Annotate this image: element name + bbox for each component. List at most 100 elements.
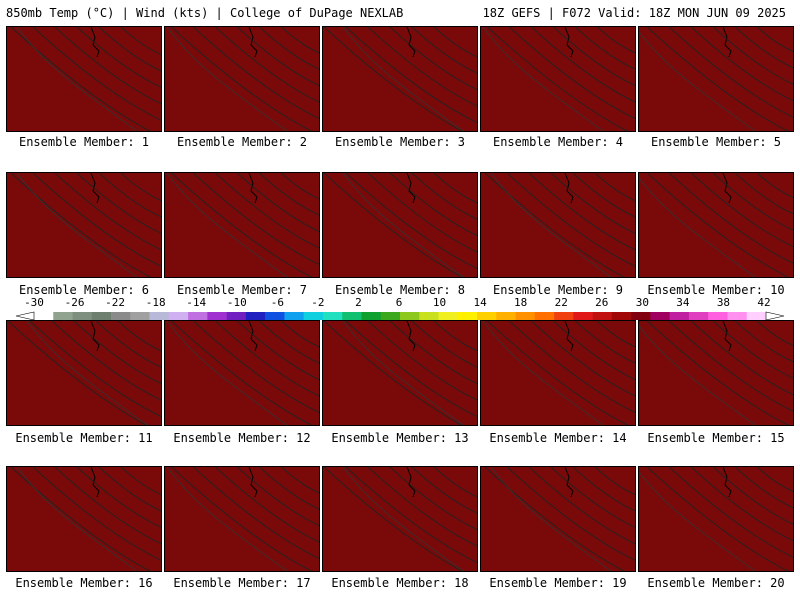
height-contour <box>367 321 477 401</box>
height-contour <box>367 467 477 547</box>
height-contour <box>215 467 319 543</box>
coastline <box>722 321 732 352</box>
coastline <box>406 27 416 58</box>
colorbar-swatch <box>650 312 670 320</box>
ensemble-member-map <box>322 320 478 426</box>
height-contour <box>690 467 793 542</box>
temperature-band <box>323 27 477 131</box>
height-contour <box>712 173 793 231</box>
height-contour <box>32 27 161 121</box>
temperature-contour <box>166 173 288 277</box>
temperature-band <box>481 321 635 425</box>
height-contour <box>193 321 319 413</box>
colorbar-swatch <box>322 312 343 320</box>
temperature-map <box>323 467 477 571</box>
height-contour <box>237 467 319 526</box>
ensemble-member-label: Ensemble Member: 15 <box>647 431 785 445</box>
temperature-contour <box>639 471 756 571</box>
height-contour <box>506 173 635 267</box>
colorbar-swatch <box>592 312 613 320</box>
colorbar-swatch <box>34 312 54 320</box>
temperature-band <box>165 173 319 277</box>
colorbar-tick-label: -22 <box>105 296 126 309</box>
temperature-band <box>323 467 477 571</box>
colorbar-swatch <box>515 312 536 320</box>
ensemble-member-map <box>638 466 794 572</box>
colorbar-swatch <box>380 312 401 320</box>
ensemble-member-map <box>164 466 320 572</box>
temperature-contour <box>16 467 138 571</box>
ensemble-member-label: Ensemble Member: 19 <box>489 576 627 590</box>
height-contour <box>345 27 477 123</box>
height-contour <box>646 27 789 131</box>
ensemble-member-label: Ensemble Member: 2 <box>176 135 308 149</box>
colorbar-swatch <box>53 312 73 320</box>
temperature-band <box>165 321 319 425</box>
height-contour <box>509 27 635 119</box>
colorbar-tick-label: -14 <box>186 296 207 309</box>
height-contour <box>575 27 635 70</box>
colorbar-swatch <box>72 312 93 320</box>
height-contour <box>712 27 793 85</box>
colorbar-tick-label: 14 <box>473 296 487 309</box>
coastline <box>406 173 416 204</box>
height-contour <box>76 173 161 234</box>
colorbar-low-arrow <box>15 311 35 321</box>
height-contour <box>120 467 161 496</box>
temperature-map <box>165 173 319 277</box>
coastline <box>248 321 258 352</box>
colorbar-tick-label: 38 <box>716 296 731 309</box>
height-contour <box>171 321 313 425</box>
temperature-band <box>481 173 635 277</box>
ensemble-member-label: Ensemble Member: 13 <box>331 431 469 445</box>
temperature-map <box>639 467 793 571</box>
height-contour <box>215 321 319 397</box>
height-contour <box>572 173 635 218</box>
colorbar-swatch <box>111 312 131 320</box>
height-contour <box>487 27 629 131</box>
height-contour <box>531 321 635 397</box>
colorbar-swatch <box>91 312 112 320</box>
height-contour <box>259 173 319 216</box>
height-contour <box>117 321 161 352</box>
height-contour <box>433 467 477 498</box>
height-contour <box>550 173 635 234</box>
colorbar-tick-label: -2 <box>311 296 325 309</box>
temperature-map <box>323 173 477 277</box>
model-valid-time: 18Z GEFS | F072 Valid: 18Z MON JUN 09 20… <box>482 6 786 20</box>
colorbar-swatch <box>746 312 767 320</box>
height-contour <box>98 467 161 512</box>
height-contour <box>594 173 635 202</box>
ensemble-member-label: Ensemble Member: 8 <box>334 283 466 297</box>
height-contour <box>345 467 477 563</box>
colorbar-swatch <box>573 312 593 320</box>
ensemble-member-label: Ensemble Member: 9 <box>492 283 624 297</box>
ensemble-member-map <box>6 172 162 278</box>
height-contour <box>509 321 635 413</box>
height-contour <box>54 27 161 105</box>
coastline <box>248 467 258 498</box>
colorbar-swatch <box>265 312 285 320</box>
height-contour <box>597 321 635 348</box>
height-contour <box>281 321 319 348</box>
temperature-contour <box>639 177 756 277</box>
height-contour <box>73 321 161 385</box>
colorbar-tick-label: 22 <box>554 296 568 309</box>
colorbar-swatch <box>168 312 189 320</box>
height-contour <box>98 173 161 218</box>
temperature-band <box>323 321 477 425</box>
colorbar-swatch <box>303 312 324 320</box>
ensemble-member-label: Ensemble Member: 4 <box>492 135 624 149</box>
coastline <box>722 27 732 58</box>
height-contour <box>281 467 319 494</box>
ensemble-member-map <box>638 26 794 132</box>
coastline <box>564 321 574 352</box>
coastline <box>722 173 732 204</box>
temperature-band <box>639 27 793 131</box>
height-contour <box>668 467 793 558</box>
height-contour <box>389 27 477 91</box>
temperature-map <box>481 173 635 277</box>
height-contour <box>215 173 319 249</box>
ensemble-member-map <box>6 466 162 572</box>
height-contour <box>323 321 463 425</box>
